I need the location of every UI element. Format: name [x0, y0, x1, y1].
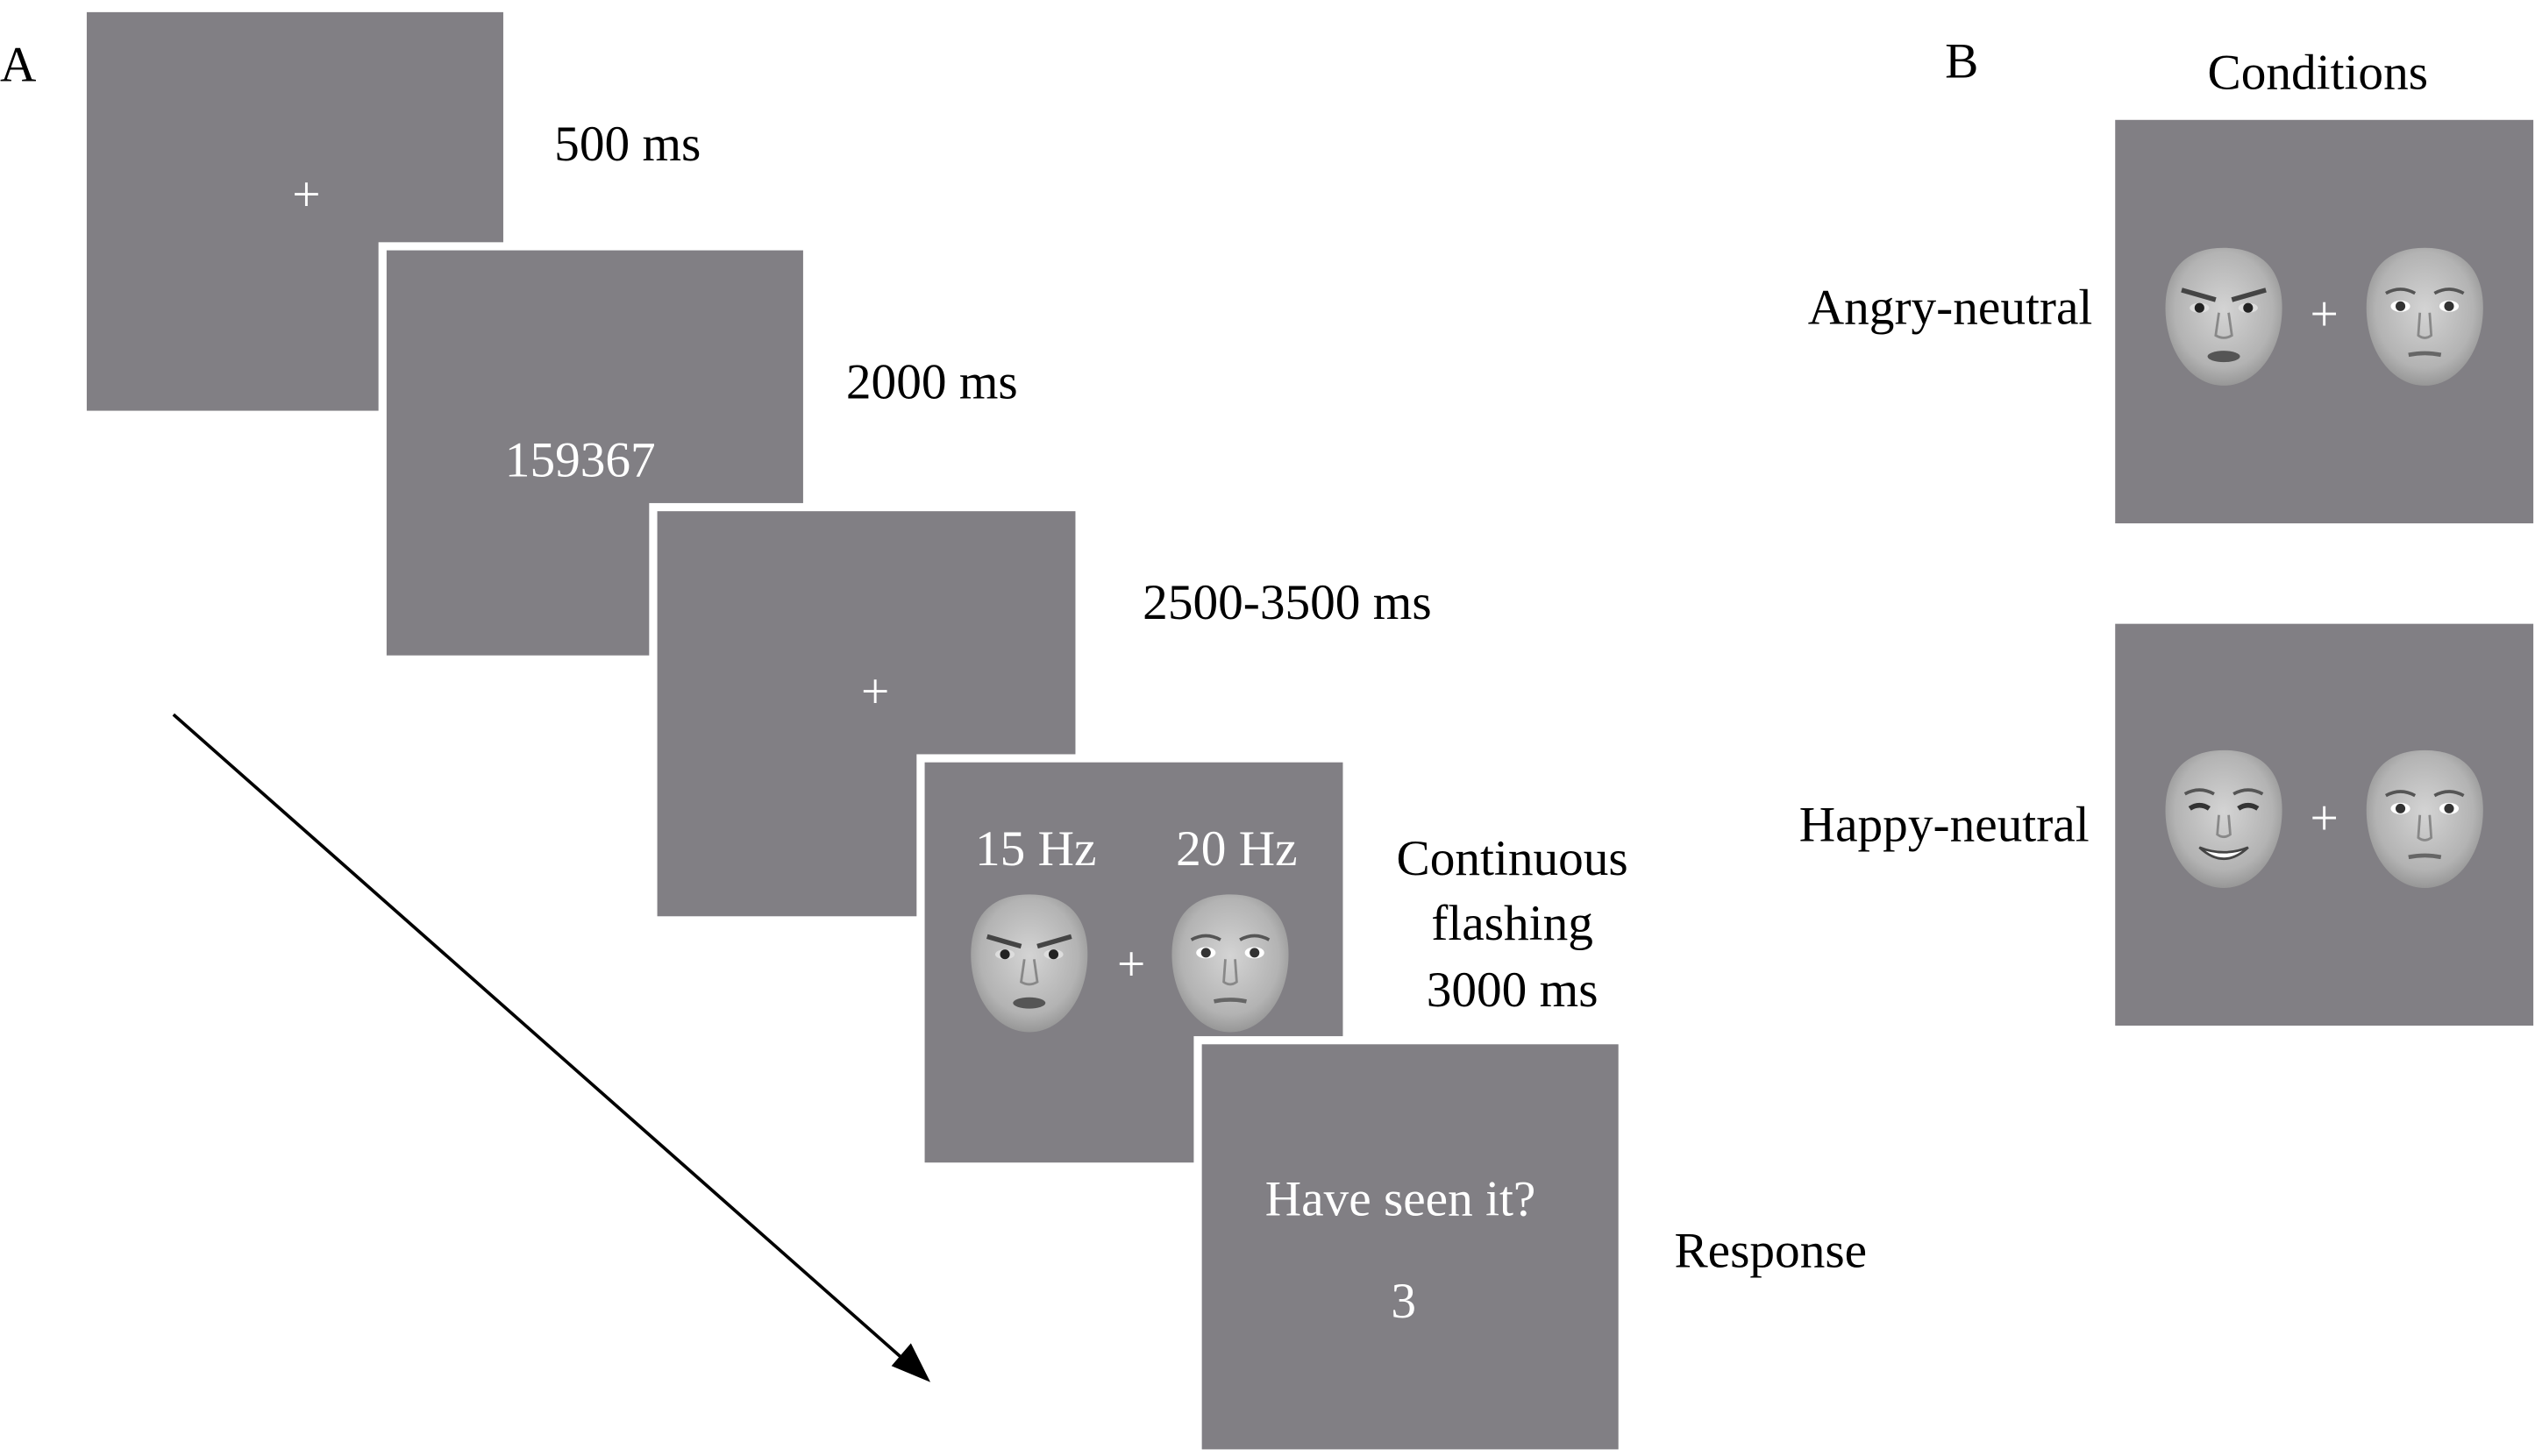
duration-label: 2500-3500 ms — [1143, 575, 1431, 630]
duration-label-line-1: Continuous — [1396, 831, 1627, 886]
conditions-title: Conditions — [2208, 46, 2429, 101]
condition-screen-angry-neutral: + — [2115, 119, 2534, 524]
duration-label-line-2: flashing — [1431, 896, 1593, 951]
condition-label-angry-neutral: Angry-neutral — [1808, 281, 2093, 336]
fixation-cross: + — [2311, 791, 2339, 846]
duration-label: 2000 ms — [846, 355, 1018, 410]
left-frequency-label: 15 Hz — [975, 821, 1096, 877]
fixation-cross: + — [292, 167, 320, 222]
fixation-cross: + — [1117, 936, 1145, 991]
right-frequency-label: 20 Hz — [1176, 821, 1297, 877]
question-text: Have seen it? — [1265, 1171, 1536, 1226]
screen-fixation-1: + — [78, 4, 512, 419]
condition-screen-happy-neutral: + — [2115, 623, 2534, 1026]
panel-b-letter: B — [1945, 34, 1978, 89]
response-label: Response — [1674, 1223, 1867, 1278]
fixation-cross: + — [861, 664, 889, 720]
time-arrow — [172, 713, 931, 1382]
panel-a-letter: A — [0, 37, 36, 92]
screen-background — [1193, 1036, 1627, 1456]
duration-label: 500 ms — [554, 117, 701, 172]
fixation-cross: + — [2311, 287, 2339, 342]
condition-label-happy-neutral: Happy-neutral — [1799, 797, 2090, 852]
response-value: 3 — [1391, 1274, 1416, 1329]
digit-string: 159367 — [505, 432, 656, 487]
arrowhead-icon — [891, 1343, 931, 1382]
screen-response: Have seen it? 3 — [1193, 1036, 1627, 1456]
duration-label-line-3: 3000 ms — [1427, 962, 1599, 1018]
